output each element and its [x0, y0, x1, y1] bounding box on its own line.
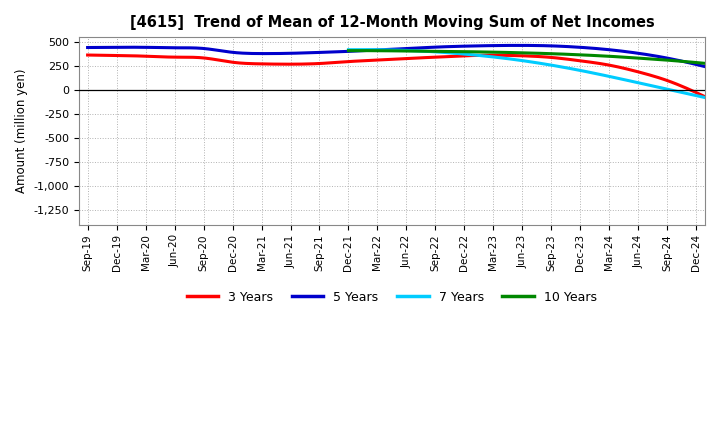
Y-axis label: Amount (million yen): Amount (million yen): [15, 69, 28, 193]
Legend: 3 Years, 5 Years, 7 Years, 10 Years: 3 Years, 5 Years, 7 Years, 10 Years: [182, 286, 602, 308]
Title: [4615]  Trend of Mean of 12-Month Moving Sum of Net Incomes: [4615] Trend of Mean of 12-Month Moving …: [130, 15, 654, 30]
